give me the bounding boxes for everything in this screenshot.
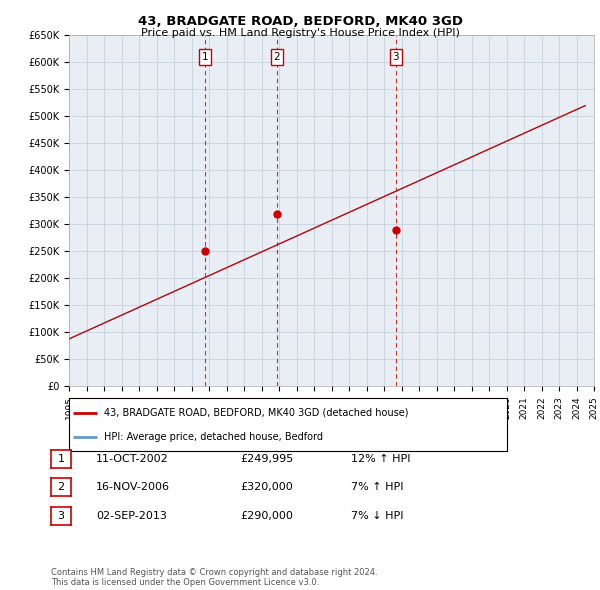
Text: 3: 3	[392, 52, 399, 62]
Text: Price paid vs. HM Land Registry's House Price Index (HPI): Price paid vs. HM Land Registry's House …	[140, 28, 460, 38]
Text: £249,995: £249,995	[240, 454, 293, 464]
Text: 11-OCT-2002: 11-OCT-2002	[96, 454, 169, 464]
Text: £290,000: £290,000	[240, 511, 293, 520]
Text: 7% ↓ HPI: 7% ↓ HPI	[351, 511, 404, 520]
Text: Contains HM Land Registry data © Crown copyright and database right 2024.
This d: Contains HM Land Registry data © Crown c…	[51, 568, 377, 587]
Text: HPI: Average price, detached house, Bedford: HPI: Average price, detached house, Bedf…	[104, 432, 323, 442]
Text: 43, BRADGATE ROAD, BEDFORD, MK40 3GD: 43, BRADGATE ROAD, BEDFORD, MK40 3GD	[137, 15, 463, 28]
Text: 43, BRADGATE ROAD, BEDFORD, MK40 3GD (detached house): 43, BRADGATE ROAD, BEDFORD, MK40 3GD (de…	[104, 408, 409, 418]
Text: 12% ↑ HPI: 12% ↑ HPI	[351, 454, 410, 464]
Text: 1: 1	[202, 52, 209, 62]
Text: £320,000: £320,000	[240, 483, 293, 492]
Text: 2: 2	[274, 52, 280, 62]
Text: 2: 2	[58, 483, 64, 492]
Text: 1: 1	[58, 454, 64, 464]
Text: 16-NOV-2006: 16-NOV-2006	[96, 483, 170, 492]
Text: 7% ↑ HPI: 7% ↑ HPI	[351, 483, 404, 492]
Text: 3: 3	[58, 511, 64, 520]
Text: 02-SEP-2013: 02-SEP-2013	[96, 511, 167, 520]
